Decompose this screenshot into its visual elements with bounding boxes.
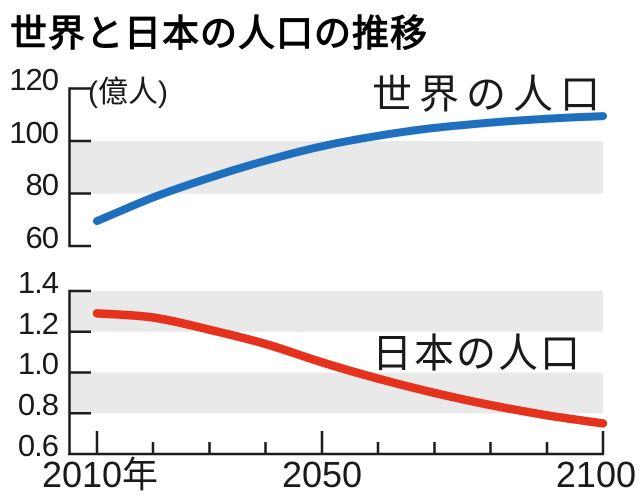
- world-y-axis: [68, 87, 91, 248]
- japan-y-axis: [68, 289, 91, 454]
- world-shaded-band-80-100: [70, 141, 603, 194]
- world-ytick-100: 100: [9, 115, 59, 150]
- chart-title: 世界と日本の人口の推移: [10, 13, 428, 54]
- x-axis-ticks: [95, 431, 605, 454]
- world-ytick-60: 60: [25, 220, 59, 255]
- japan-ytick-1.2: 1.2: [17, 306, 59, 341]
- japan-shaded-band-1.2-1.4: [70, 291, 603, 332]
- world-ytick-80: 80: [25, 167, 59, 202]
- japan-series-label: 日本の人口: [372, 332, 582, 376]
- xtick-2100: 2100: [555, 454, 636, 495]
- japan-ytick-1.4: 1.4: [17, 265, 59, 300]
- japan-population-line: [92, 309, 608, 428]
- xtick-2010: 2010年: [41, 454, 159, 495]
- japan-ytick-0.6: 0.6: [17, 428, 59, 463]
- world-ytick-120: 120: [9, 62, 59, 97]
- japan-ytick-0.8: 0.8: [17, 387, 59, 422]
- world-series-label: 世界の人口: [372, 73, 607, 117]
- world-population-line: [93, 112, 607, 226]
- unit-label: (億人): [88, 76, 168, 109]
- xtick-2050: 2050: [281, 454, 363, 495]
- japan-ytick-1.0: 1.0: [17, 346, 59, 381]
